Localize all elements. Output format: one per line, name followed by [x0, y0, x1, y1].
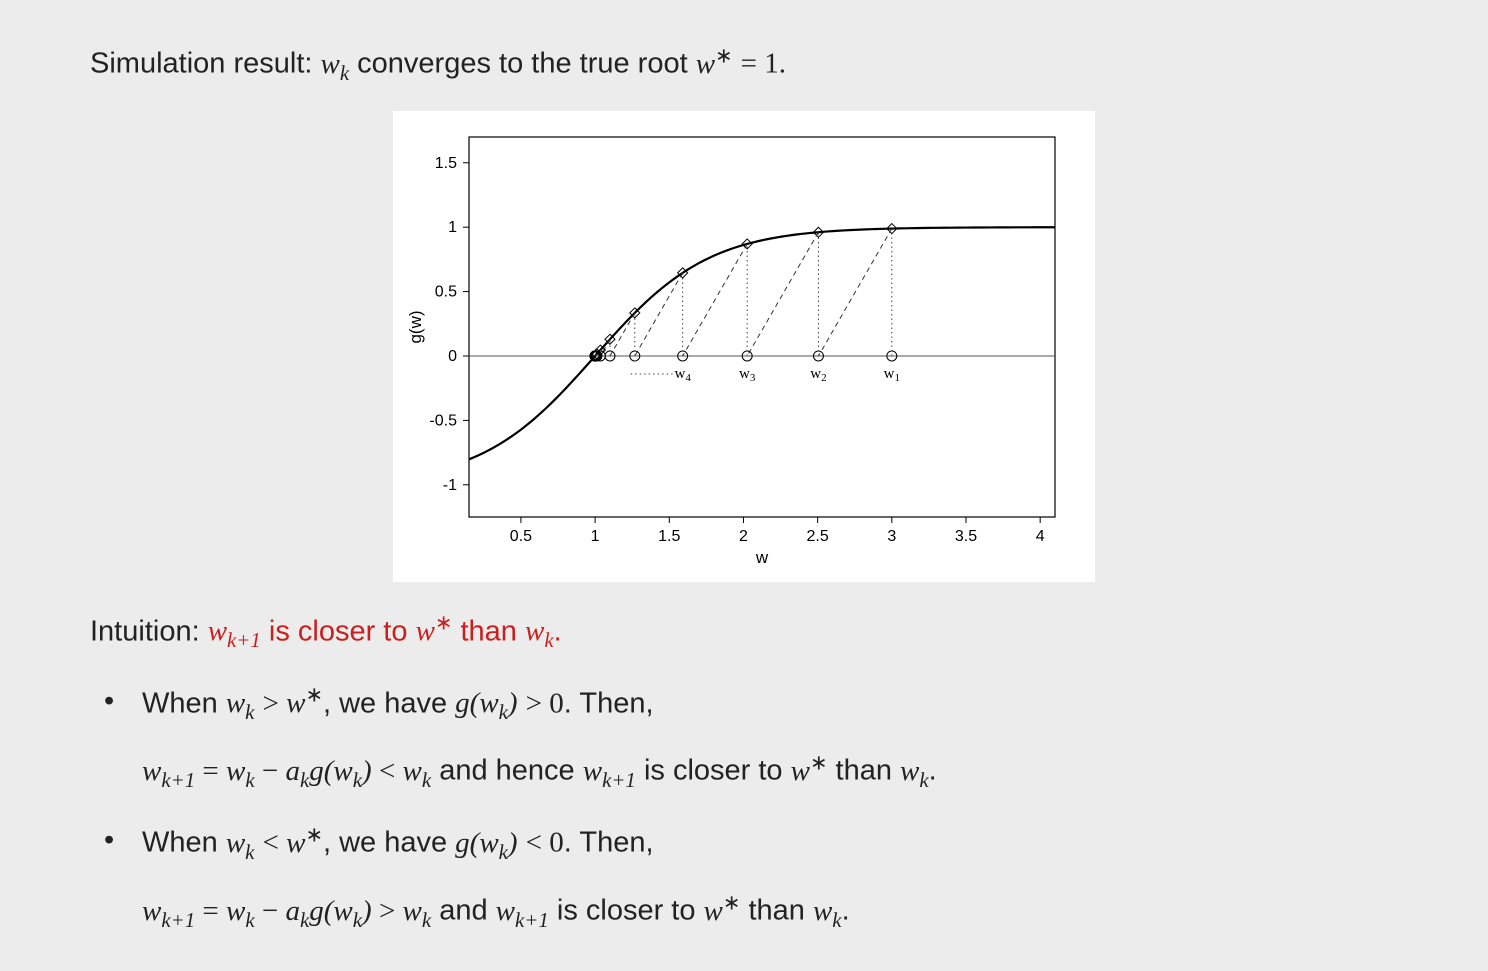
svg-text:1.5: 1.5 [435, 155, 457, 172]
intuition-line: Intuition: wk+1 is closer to w∗ than wk. [90, 608, 1398, 657]
svg-text:-0.5: -0.5 [429, 412, 457, 429]
svg-text:w3: w3 [739, 366, 756, 384]
figure-container: 0.5 1 1.5 2 2.5 3 3.5 4 -1 -0.5 0 0.5 1 1.5 w g(w) w1 w2 w… [90, 111, 1398, 582]
svg-text:w4: w4 [674, 366, 691, 384]
headline-mid: converges to the true root [357, 48, 696, 80]
bullet-1: When wk > w∗, we have g(wk) > 0. Then, w… [90, 679, 1398, 797]
headline-pre: Simulation result: [90, 48, 321, 80]
slide-page: Simulation result: wk converges to the t… [0, 0, 1488, 971]
svg-text:0.5: 0.5 [510, 528, 532, 545]
svg-text:w1: w1 [884, 366, 900, 384]
svg-text:0: 0 [448, 348, 457, 365]
wstar-symbol: w∗ [696, 48, 733, 80]
svg-text:4: 4 [1036, 528, 1045, 545]
svg-text:1: 1 [591, 528, 600, 545]
svg-text:w: w [755, 548, 769, 567]
headline-eq: = 1. [741, 48, 786, 80]
svg-text:0.5: 0.5 [435, 283, 457, 300]
svg-text:2.5: 2.5 [807, 528, 829, 545]
svg-text:1: 1 [448, 219, 457, 236]
bullet-2-line2: wk+1 = wk − akg(wk) > wk and wk+1 is clo… [142, 886, 1398, 936]
bullet-1-line2: wk+1 = wk − akg(wk) < wk and hence wk+1 … [142, 746, 1398, 796]
headline: Simulation result: wk converges to the t… [90, 40, 1398, 89]
bullet-2: When wk < w∗, we have g(wk) < 0. Then, w… [90, 818, 1398, 936]
svg-text:g(w): g(w) [406, 310, 425, 343]
intuition-red: wk+1 is closer to w∗ than wk. [208, 615, 562, 647]
svg-text:3: 3 [887, 528, 896, 545]
svg-text:1.5: 1.5 [658, 528, 680, 545]
chart-svg: 0.5 1 1.5 2 2.5 3 3.5 4 -1 -0.5 0 0.5 1 1.5 w g(w) w1 w2 w… [397, 121, 1077, 571]
intuition-pre: Intuition: [90, 615, 208, 647]
svg-text:2: 2 [739, 528, 748, 545]
svg-text:w2: w2 [810, 366, 826, 384]
convergence-figure: 0.5 1 1.5 2 2.5 3 3.5 4 -1 -0.5 0 0.5 1 1.5 w g(w) w1 w2 w… [393, 111, 1095, 582]
wk-symbol: wk [321, 48, 350, 80]
svg-text:-1: -1 [443, 477, 457, 494]
svg-text:3.5: 3.5 [955, 528, 977, 545]
bullet-list: When wk > w∗, we have g(wk) > 0. Then, w… [90, 679, 1398, 936]
